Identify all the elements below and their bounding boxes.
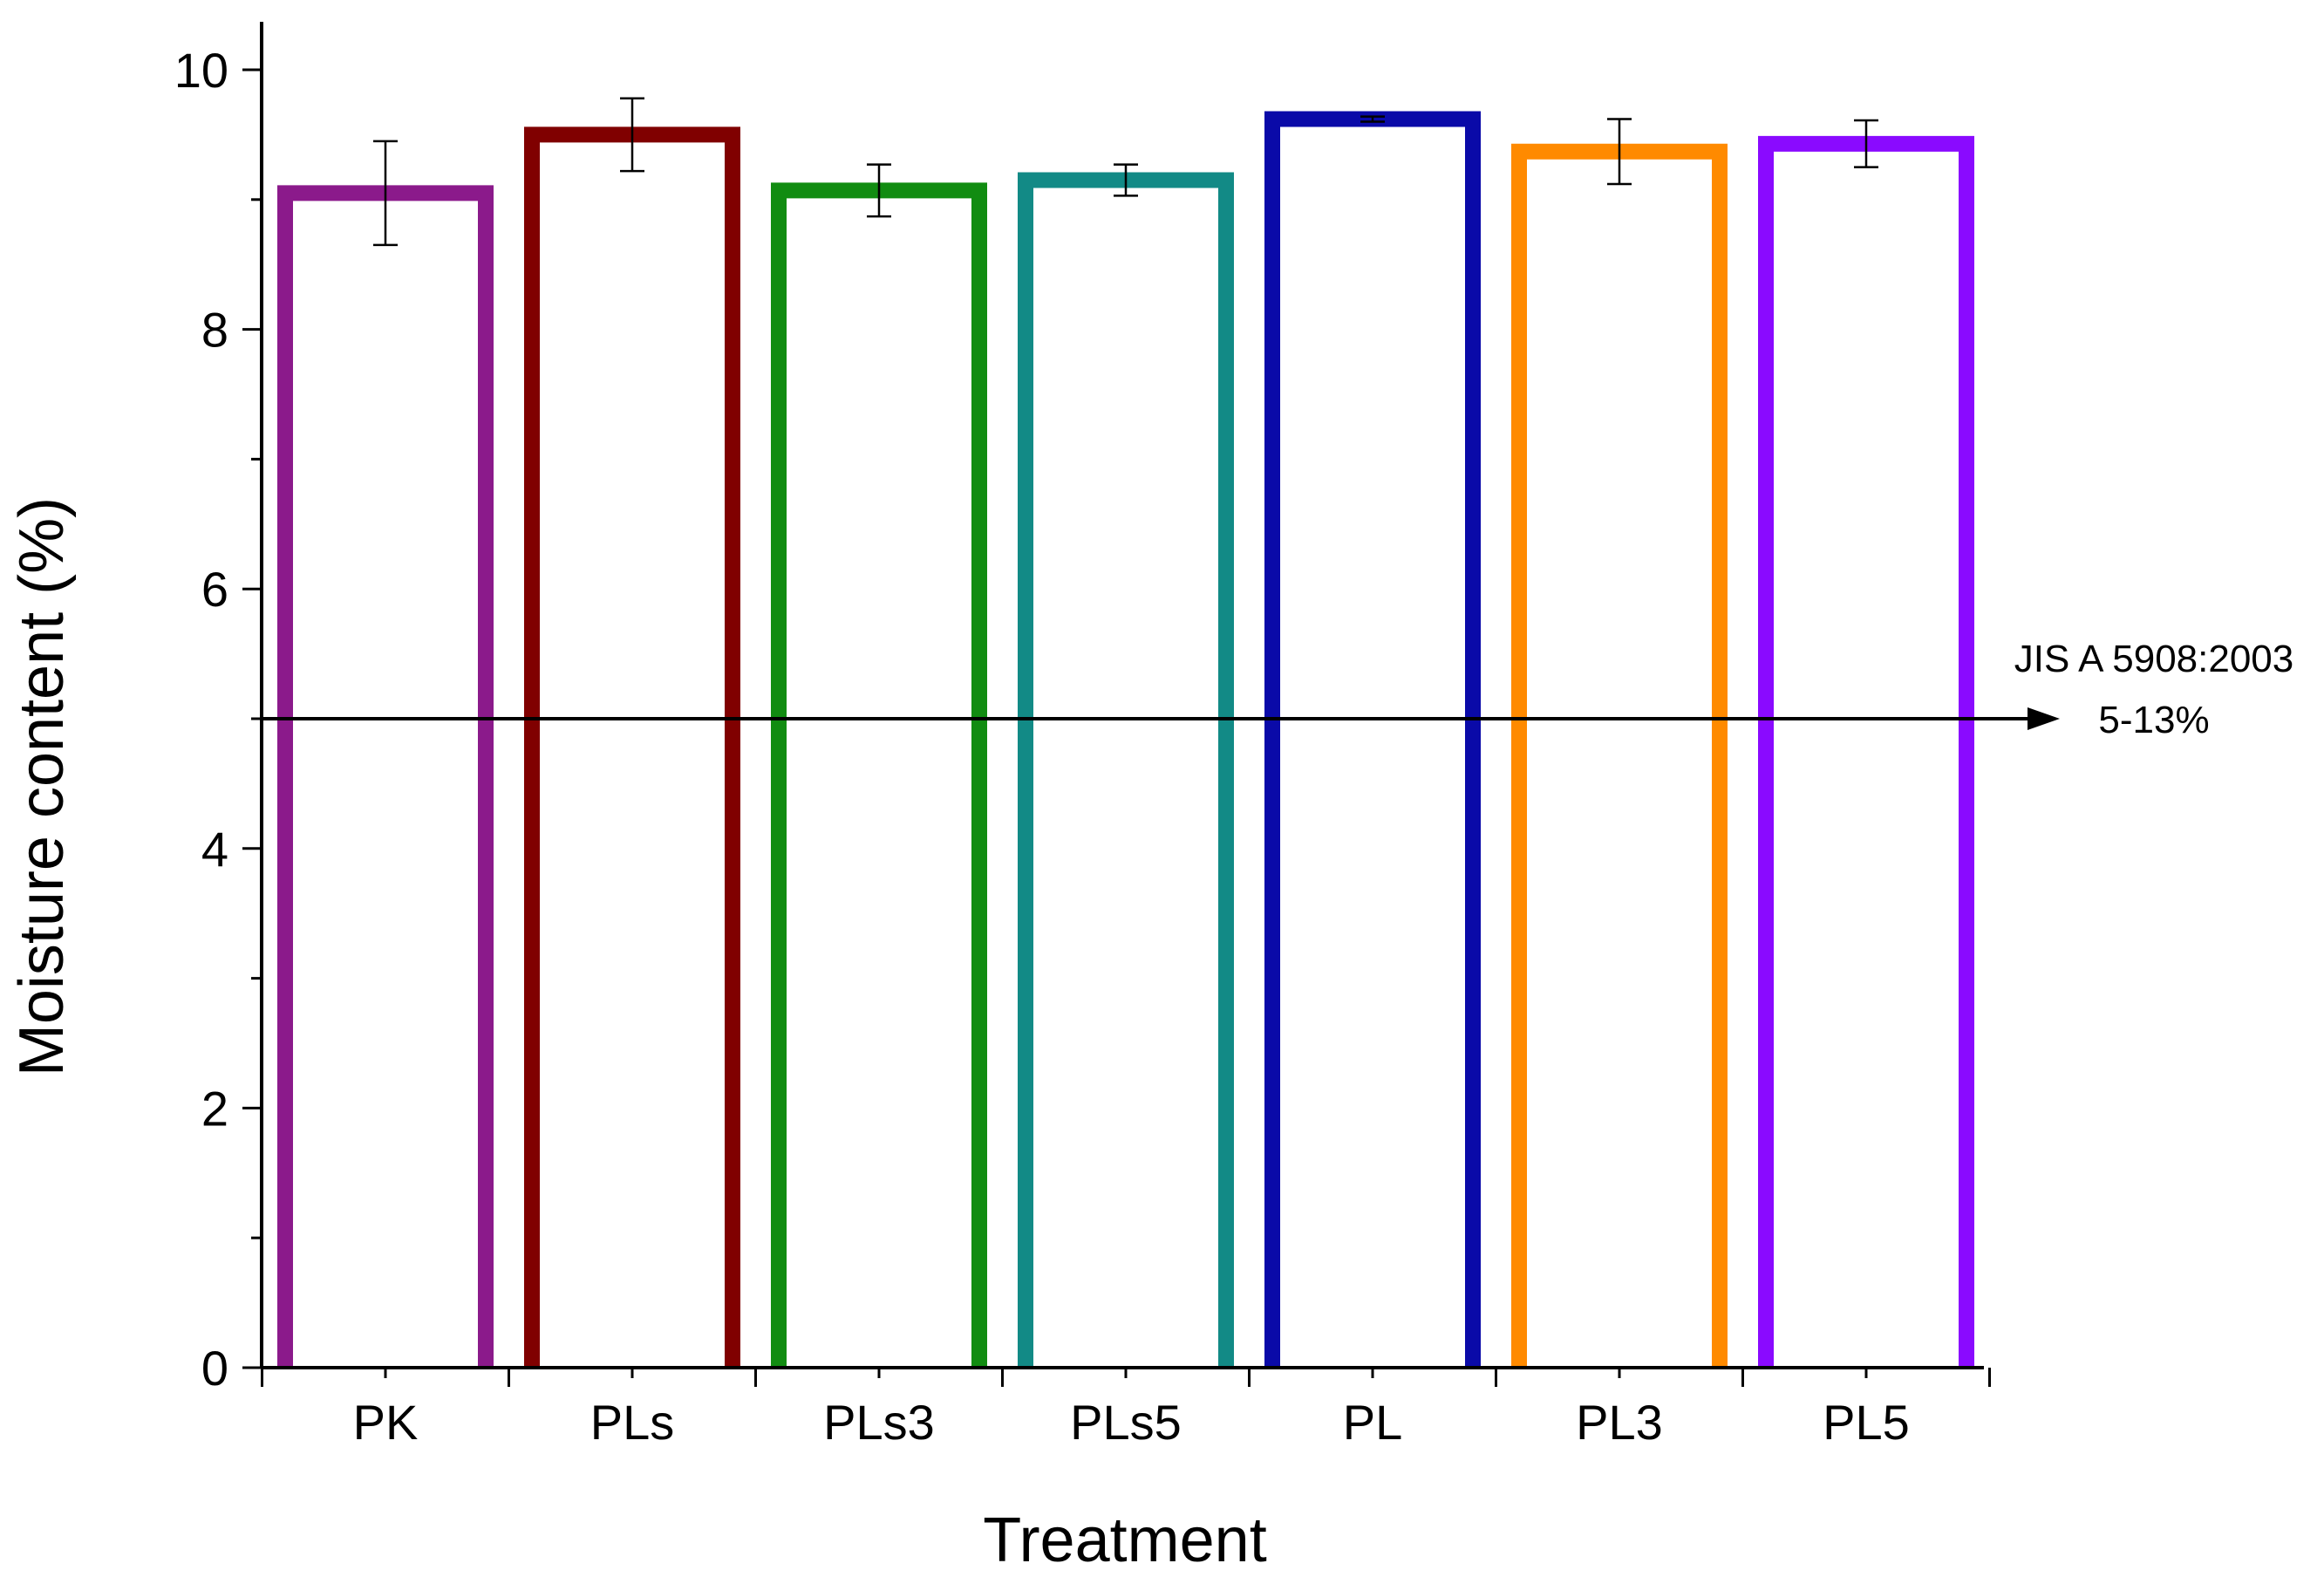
bars-layer [277, 111, 1974, 1368]
bar-pl3 [1511, 143, 1728, 1368]
x-tick-label-pl5: PL5 [1823, 1395, 1910, 1450]
y-axis-title: Moisture content (%) [7, 497, 77, 1076]
bar-pls3 [771, 182, 987, 1368]
axes-layer: 0 2 4 6 8 10 PK PLs PLs3 PLs5 PL PL3 PL5 [174, 22, 1991, 1450]
error-bar-pl3 [1607, 118, 1632, 186]
error-bar-pl [1360, 115, 1385, 123]
x-tick-label-pk: PK [353, 1395, 419, 1450]
x-tick-label-pls3: PLs3 [823, 1395, 935, 1450]
reference-label-standard: JIS A 5908:2003 [2014, 638, 2294, 680]
y-tick-label: 0 [201, 1341, 228, 1396]
x-axis-title: Treatment [983, 1505, 1266, 1575]
error-bar-pls5 [1114, 163, 1138, 197]
y-tick-label: 10 [174, 43, 228, 98]
reference-label-range: 5-13% [2098, 699, 2209, 741]
reference-line-layer [262, 707, 2060, 730]
y-tick-label: 6 [201, 562, 228, 617]
bar-pl5 [1758, 135, 1974, 1368]
error-bar-pls3 [867, 163, 891, 218]
y-tick-label: 2 [201, 1081, 228, 1136]
x-tick-label-pls: PLs [590, 1395, 675, 1450]
bar-pls [524, 126, 740, 1368]
x-tick-label-pl3: PL3 [1576, 1395, 1663, 1450]
x-tick-label-pls5: PLs5 [1070, 1395, 1182, 1450]
bar-pls5 [1018, 172, 1234, 1368]
reference-arrow-head [2028, 707, 2060, 730]
bar-pl [1264, 111, 1481, 1368]
x-tick-label-pl: PL [1343, 1395, 1403, 1450]
error-bar-pl5 [1854, 119, 1878, 168]
bar-pk [277, 185, 494, 1368]
y-tick-label: 8 [201, 303, 228, 358]
y-tick-label: 4 [201, 822, 228, 877]
error-bars-layer [373, 97, 1878, 247]
error-bar-pls [620, 97, 644, 173]
error-bar-pk [373, 140, 398, 247]
